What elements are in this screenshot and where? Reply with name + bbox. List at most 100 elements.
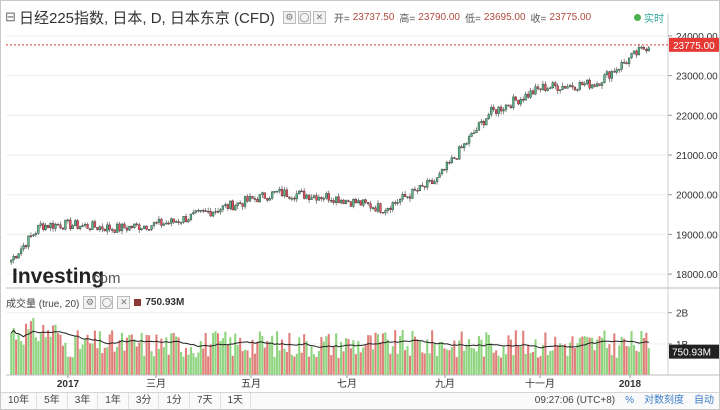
- candle: [315, 192, 318, 204]
- logo-text: Investing: [12, 265, 104, 288]
- volume-bar: [138, 342, 141, 375]
- percent-toggle[interactable]: %: [625, 395, 634, 406]
- volume-bar: [376, 334, 380, 375]
- logo-suffix: .com: [88, 270, 121, 287]
- settings-icon[interactable]: ⚙: [282, 10, 296, 24]
- clock-readout: 09:27:06 (UTC+8): [534, 395, 616, 406]
- candle: [224, 202, 227, 208]
- candle: [226, 203, 229, 211]
- hide-icon[interactable]: ◯: [100, 296, 114, 309]
- live-dot-icon: [634, 14, 641, 21]
- range-3y[interactable]: 3年: [68, 393, 99, 409]
- candle: [519, 96, 522, 107]
- candle: [492, 104, 495, 113]
- candle: [453, 156, 456, 159]
- candle: [175, 220, 178, 223]
- candle: [630, 52, 633, 60]
- volume-bar: [536, 357, 540, 375]
- volume-bar: [283, 348, 286, 375]
- candle: [337, 193, 340, 204]
- volume-bar: [564, 344, 567, 375]
- volume-bar: [514, 330, 517, 375]
- candle: [37, 224, 40, 235]
- candle: [524, 91, 527, 101]
- range-3min[interactable]: 3分: [129, 393, 160, 409]
- candle: [598, 83, 601, 87]
- volume-bar: [221, 338, 224, 375]
- candle: [625, 60, 628, 65]
- volume-bar: [39, 333, 42, 375]
- volume-bar: [96, 348, 99, 375]
- close-icon[interactable]: ✕: [117, 296, 131, 309]
- volume-bar: [56, 333, 60, 375]
- price-chart[interactable]: 18000.00 19000.00 20000.00 21000.00 22000.00…: [0, 0, 720, 392]
- volume-bar: [244, 349, 247, 375]
- candle: [364, 198, 367, 205]
- candle: [487, 112, 490, 121]
- volume-bar: [84, 339, 87, 375]
- volume-bar: [276, 331, 279, 375]
- candle: [322, 196, 325, 202]
- volume-bar: [214, 331, 217, 375]
- volume-bar: [534, 339, 537, 375]
- y-tick-label: 18000.00: [676, 270, 718, 281]
- x-tick-label: 九月: [435, 378, 455, 390]
- hide-icon[interactable]: ◯: [297, 10, 311, 24]
- candle: [529, 87, 532, 99]
- volume-swatch: [134, 299, 142, 306]
- volume-bar: [177, 337, 180, 375]
- candle: [27, 235, 30, 250]
- range-1y[interactable]: 1年: [98, 393, 129, 409]
- candle: [593, 83, 596, 88]
- candle: [527, 90, 530, 100]
- candle: [605, 69, 609, 78]
- range-1d[interactable]: 1天: [221, 393, 252, 409]
- candle: [22, 242, 25, 252]
- candle: [140, 228, 143, 232]
- volume-bar: [305, 341, 308, 375]
- candle: [39, 220, 42, 228]
- auto-scale-toggle[interactable]: 自动: [694, 395, 714, 406]
- volume-bar: [207, 356, 210, 375]
- volume-bar: [64, 342, 67, 375]
- volume-bar: [182, 356, 185, 375]
- candle: [455, 158, 458, 160]
- time-axis[interactable]: 2017 三月 五月 七月 九月 十一月 2018: [6, 374, 720, 390]
- volume-bar: [635, 350, 638, 375]
- volume-bar: [556, 345, 559, 375]
- x-tick-label: 三月: [146, 378, 166, 390]
- log-scale-toggle[interactable]: 对数刻度: [644, 395, 684, 406]
- volume-bar: [145, 334, 148, 375]
- volume-bar: [448, 350, 451, 375]
- volume-bar: [300, 352, 303, 375]
- y-tick-label: 22000.00: [676, 111, 718, 122]
- candle: [620, 59, 623, 72]
- volume-bar: [15, 339, 18, 375]
- candle: [81, 223, 84, 228]
- volume-bar: [340, 341, 343, 375]
- range-5y[interactable]: 5年: [37, 393, 68, 409]
- candle: [551, 80, 554, 90]
- candle: [271, 190, 274, 200]
- price-axis[interactable]: 18000.00 19000.00 20000.00 21000.00 22000.00…: [668, 32, 719, 281]
- volume-bar: [266, 341, 269, 375]
- volume-bar: [108, 334, 111, 375]
- candle: [266, 197, 269, 203]
- candle: [251, 195, 254, 199]
- collapse-icon[interactable]: ⊟: [5, 9, 16, 24]
- range-10y[interactable]: 10年: [1, 393, 38, 409]
- volume-bar: [165, 337, 168, 375]
- candle: [608, 70, 611, 82]
- volume-axis[interactable]: 2B1B750.93M: [668, 309, 719, 359]
- range-1min[interactable]: 1分: [159, 393, 190, 409]
- range-7d[interactable]: 7天: [190, 393, 221, 409]
- settings-icon[interactable]: ⚙: [83, 296, 97, 309]
- volume-bar: [354, 354, 357, 375]
- close-icon[interactable]: ✕: [312, 10, 326, 24]
- candle: [603, 73, 606, 84]
- volume-bar: [86, 334, 89, 375]
- volume-bar: [416, 339, 419, 375]
- volume-bar: [369, 335, 372, 375]
- volume-bar: [610, 355, 613, 375]
- volume-bar: [32, 317, 35, 375]
